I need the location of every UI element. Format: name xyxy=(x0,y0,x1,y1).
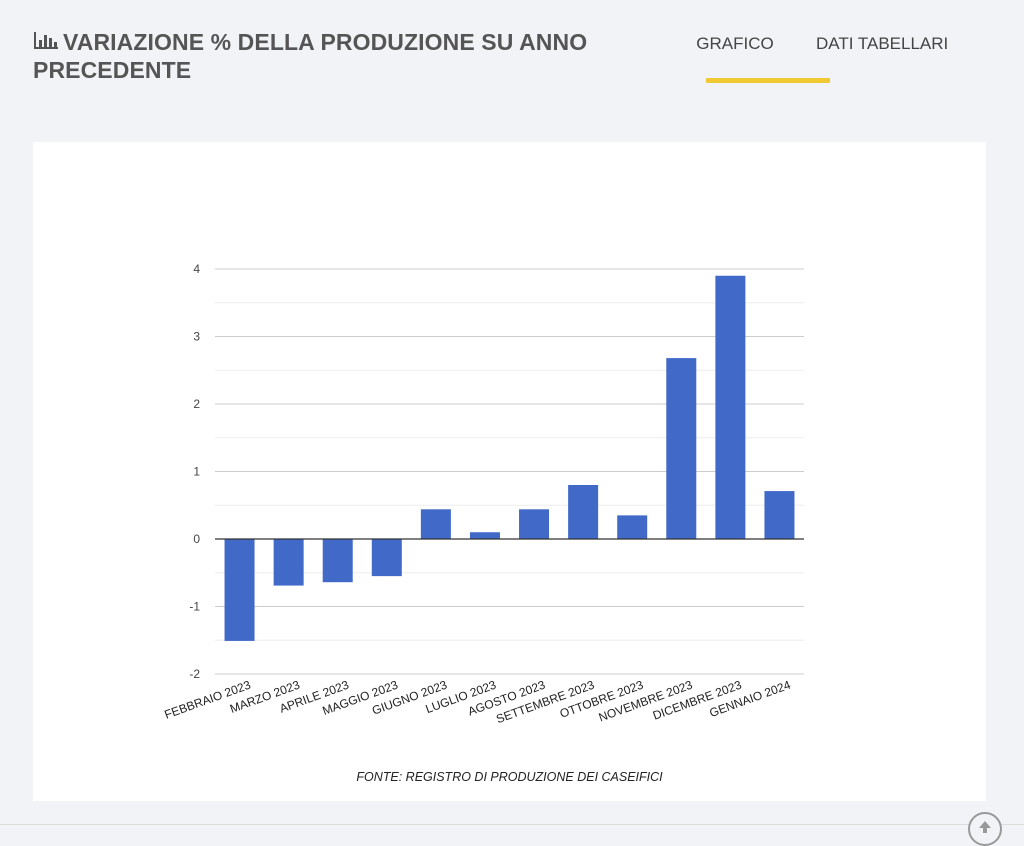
chart-source: FONTE: REGISTRO DI PRODUZIONE DEI CASEIF… xyxy=(356,770,663,784)
bar xyxy=(764,491,795,539)
bar xyxy=(715,275,746,539)
active-tab-indicator xyxy=(706,78,830,83)
y-tick-label: 4 xyxy=(193,262,200,276)
y-tick-label: 0 xyxy=(193,532,200,546)
y-tick-label: 1 xyxy=(193,465,200,479)
page-title: VARIAZIONE % DELLA PRODUZIONE SU ANNO PR… xyxy=(33,28,643,84)
y-tick-label: -1 xyxy=(189,600,200,614)
tab-dati-tabellari[interactable]: DATI TABELLARI xyxy=(816,34,949,53)
chart-card: -2 -1 0 1 2 3 4 FEBBRAIO 2023 MARZO 2023 APRILE 2… xyxy=(33,142,986,801)
bar xyxy=(224,539,255,641)
bar xyxy=(568,485,599,539)
arrow-up-icon xyxy=(979,821,991,833)
bar xyxy=(666,358,697,539)
page-header: VARIAZIONE % DELLA PRODUZIONE SU ANNO PR… xyxy=(33,28,1023,88)
bar-chart-icon xyxy=(34,32,58,49)
y-tick-label: 2 xyxy=(193,397,200,411)
scroll-top-button[interactable] xyxy=(968,812,1002,846)
bar xyxy=(371,539,402,577)
divider xyxy=(0,824,1024,825)
y-tick-label: 3 xyxy=(193,330,200,344)
tab-grafico[interactable]: GRAFICO xyxy=(696,34,774,53)
bar xyxy=(469,532,500,539)
bar xyxy=(420,509,451,539)
bar xyxy=(322,539,353,583)
bar xyxy=(617,515,648,539)
bar xyxy=(519,509,550,539)
title-text: VARIAZIONE % DELLA PRODUZIONE SU ANNO PR… xyxy=(33,29,588,83)
y-tick-label: -2 xyxy=(189,667,200,681)
bar xyxy=(273,539,304,586)
